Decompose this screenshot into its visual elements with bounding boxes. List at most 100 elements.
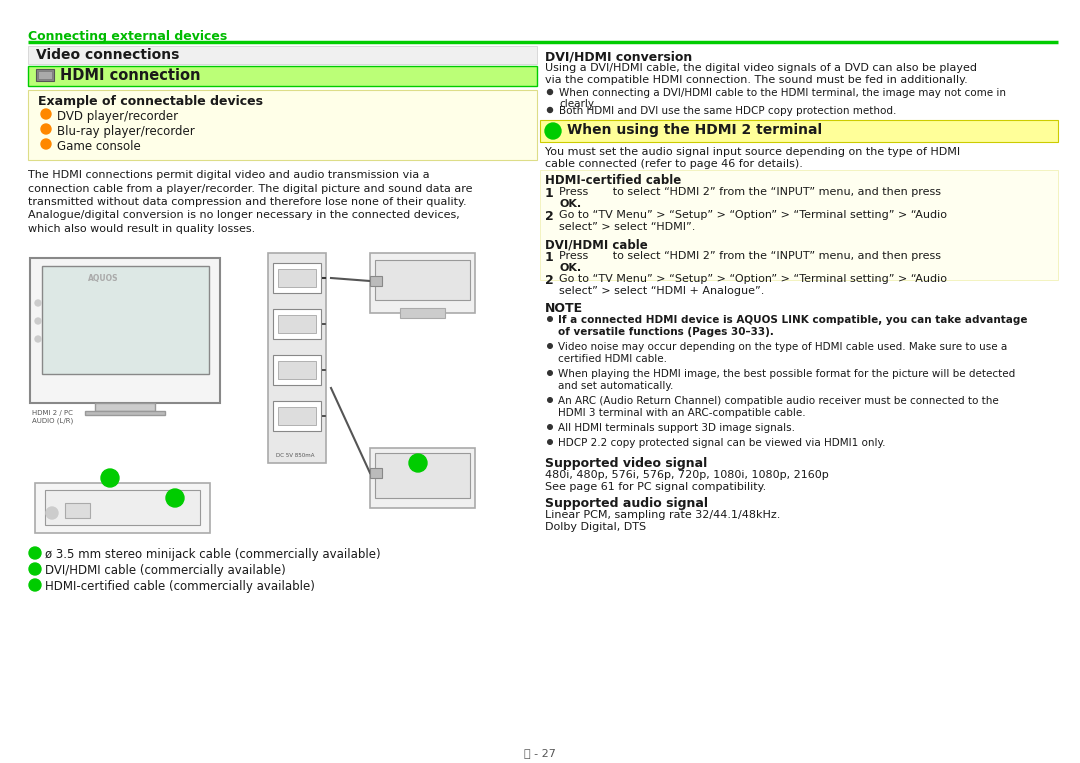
Bar [375, 260, 470, 300]
Bar [85, 411, 165, 415]
Circle shape [102, 469, 119, 487]
Bar [400, 308, 445, 318]
Text: 3: 3 [29, 581, 35, 590]
Text: 480i, 480p, 576i, 576p, 720p, 1080i, 1080p, 2160p: 480i, 480p, 576i, 576p, 720p, 1080i, 108… [545, 470, 828, 480]
Text: An ARC (Audio Return Channel) compatible audio receiver must be connected to the: An ARC (Audio Return Channel) compatible… [558, 396, 999, 406]
Bar [370, 448, 475, 508]
Text: HDCP 2.2 copy protected signal can be viewed via HDMI1 only.: HDCP 2.2 copy protected signal can be vi… [558, 438, 886, 448]
Bar [38, 71, 52, 79]
Text: which also would result in quality losses.: which also would result in quality losse… [28, 224, 255, 234]
Text: via the compatible HDMI connection. The sound must be fed in additionally.: via the compatible HDMI connection. The … [545, 75, 968, 85]
Text: The HDMI connections permit digital video and audio transmission via a: The HDMI connections permit digital vide… [28, 170, 430, 180]
Text: Video noise may occur depending on the type of HDMI cable used. Make sure to use: Video noise may occur depending on the t… [558, 342, 1008, 352]
Circle shape [46, 507, 58, 519]
Text: AUDIO (L/R): AUDIO (L/R) [32, 418, 73, 424]
Text: Dolby Digital, DTS: Dolby Digital, DTS [545, 522, 646, 532]
Text: Connecting external devices: Connecting external devices [28, 30, 227, 43]
Bar [28, 66, 537, 86]
Text: When connecting a DVI/HDMI cable to the HDMI terminal, the image may not come in: When connecting a DVI/HDMI cable to the … [559, 88, 1005, 98]
Text: DVI/HDMI cable (commercially available): DVI/HDMI cable (commercially available) [45, 564, 286, 577]
Bar [370, 468, 382, 478]
Bar [273, 309, 321, 339]
Text: AQUOS: AQUOS [87, 274, 119, 283]
Bar [30, 258, 220, 403]
Text: 1: 1 [545, 251, 554, 264]
Text: and set automatically.: and set automatically. [558, 381, 673, 391]
Text: ARC: ARC [275, 357, 287, 362]
Text: of versatile functions (Pages 30–33).: of versatile functions (Pages 30–33). [558, 327, 774, 337]
Text: DC 5V 850mA: DC 5V 850mA [276, 453, 314, 458]
Bar [273, 355, 321, 385]
Bar [273, 401, 321, 431]
Bar [278, 361, 316, 379]
Text: cable connected (refer to page 46 for details).: cable connected (refer to page 46 for de… [545, 159, 802, 169]
Text: clearly.: clearly. [559, 99, 596, 109]
Text: Both HDMI and DVI use the same HDCP copy protection method.: Both HDMI and DVI use the same HDCP copy… [559, 106, 896, 116]
Circle shape [35, 300, 41, 306]
Circle shape [35, 336, 41, 342]
Text: Video connections: Video connections [36, 48, 179, 62]
Text: HDMI 2 / PC: HDMI 2 / PC [32, 410, 72, 416]
Bar [42, 266, 210, 374]
Text: Analogue/digital conversion is no longer necessary in the connected devices,: Analogue/digital conversion is no longer… [28, 211, 460, 221]
Text: 2: 2 [545, 274, 554, 287]
Text: Using a DVI/HDMI cable, the digital video signals of a DVD can also be played: Using a DVI/HDMI cable, the digital vide… [545, 63, 977, 73]
Text: HDMI-certified cable (commercially available): HDMI-certified cable (commercially avail… [45, 580, 315, 593]
Circle shape [41, 109, 51, 119]
Text: See page 61 for PC signal compatibility.: See page 61 for PC signal compatibility. [545, 482, 766, 492]
Bar [370, 253, 475, 313]
Text: HDMI 1: HDMI 1 [275, 273, 303, 279]
Text: Blu-ray player/recorder: Blu-ray player/recorder [57, 125, 194, 138]
Text: 1: 1 [29, 549, 35, 558]
Text: Game console: Game console [57, 140, 140, 153]
Text: All HDMI terminals support 3D image signals.: All HDMI terminals support 3D image sign… [558, 423, 795, 433]
Text: certified HDMI cable.: certified HDMI cable. [558, 354, 667, 364]
Text: Linear PCM, sampling rate 32/44.1/48kHz.: Linear PCM, sampling rate 32/44.1/48kHz. [545, 510, 781, 520]
Text: HDMI connection: HDMI connection [60, 68, 201, 83]
Text: OK.: OK. [559, 199, 581, 209]
Circle shape [29, 563, 41, 575]
Bar [35, 483, 210, 533]
Text: HDMI 4: HDMI 4 [275, 411, 303, 417]
Bar [36, 69, 54, 81]
Text: HDMI 3 terminal with an ARC-compatible cable.: HDMI 3 terminal with an ARC-compatible c… [558, 408, 806, 418]
Bar [540, 120, 1058, 142]
Text: Go to “TV Menu” > “Setup” > “Option” > “Terminal setting” > “Audio: Go to “TV Menu” > “Setup” > “Option” > “… [559, 210, 947, 220]
Text: Example of connectable devices: Example of connectable devices [38, 95, 264, 108]
Bar [375, 453, 470, 498]
Text: select” > select “HDMI + Analogue”.: select” > select “HDMI + Analogue”. [559, 286, 765, 296]
Text: 1: 1 [107, 472, 113, 482]
Bar [95, 403, 156, 411]
Circle shape [548, 343, 552, 348]
Bar [278, 407, 316, 425]
Bar [45, 490, 200, 525]
Circle shape [548, 89, 553, 95]
Text: DVI/HDMI cable: DVI/HDMI cable [545, 238, 648, 251]
Circle shape [29, 579, 41, 591]
Text: If a connected HDMI device is AQUOS LINK compatible, you can take advantage: If a connected HDMI device is AQUOS LINK… [558, 315, 1027, 325]
Bar [273, 263, 321, 293]
Bar [28, 46, 537, 64]
Circle shape [548, 398, 552, 402]
Bar [370, 276, 382, 286]
Circle shape [166, 489, 184, 507]
Circle shape [409, 454, 427, 472]
Text: MHL: MHL [275, 403, 288, 408]
Text: Supported video signal: Supported video signal [545, 457, 707, 470]
Text: DVD player/recorder: DVD player/recorder [57, 110, 178, 123]
Circle shape [29, 547, 41, 559]
Bar [268, 253, 326, 463]
Circle shape [548, 108, 553, 112]
Text: select” > select “HDMI”.: select” > select “HDMI”. [559, 222, 696, 232]
Circle shape [545, 123, 561, 139]
Text: Go to “TV Menu” > “Setup” > “Option” > “Terminal setting” > “Audio: Go to “TV Menu” > “Setup” > “Option” > “… [559, 274, 947, 284]
Circle shape [548, 317, 552, 321]
Text: OK.: OK. [559, 263, 581, 273]
Text: ⓖ - 27: ⓖ - 27 [524, 748, 556, 758]
Text: HDMI 2: HDMI 2 [275, 319, 303, 325]
Text: 2: 2 [545, 210, 554, 223]
Circle shape [548, 425, 552, 430]
Circle shape [548, 439, 552, 444]
Bar [540, 170, 1058, 280]
Circle shape [548, 371, 552, 375]
